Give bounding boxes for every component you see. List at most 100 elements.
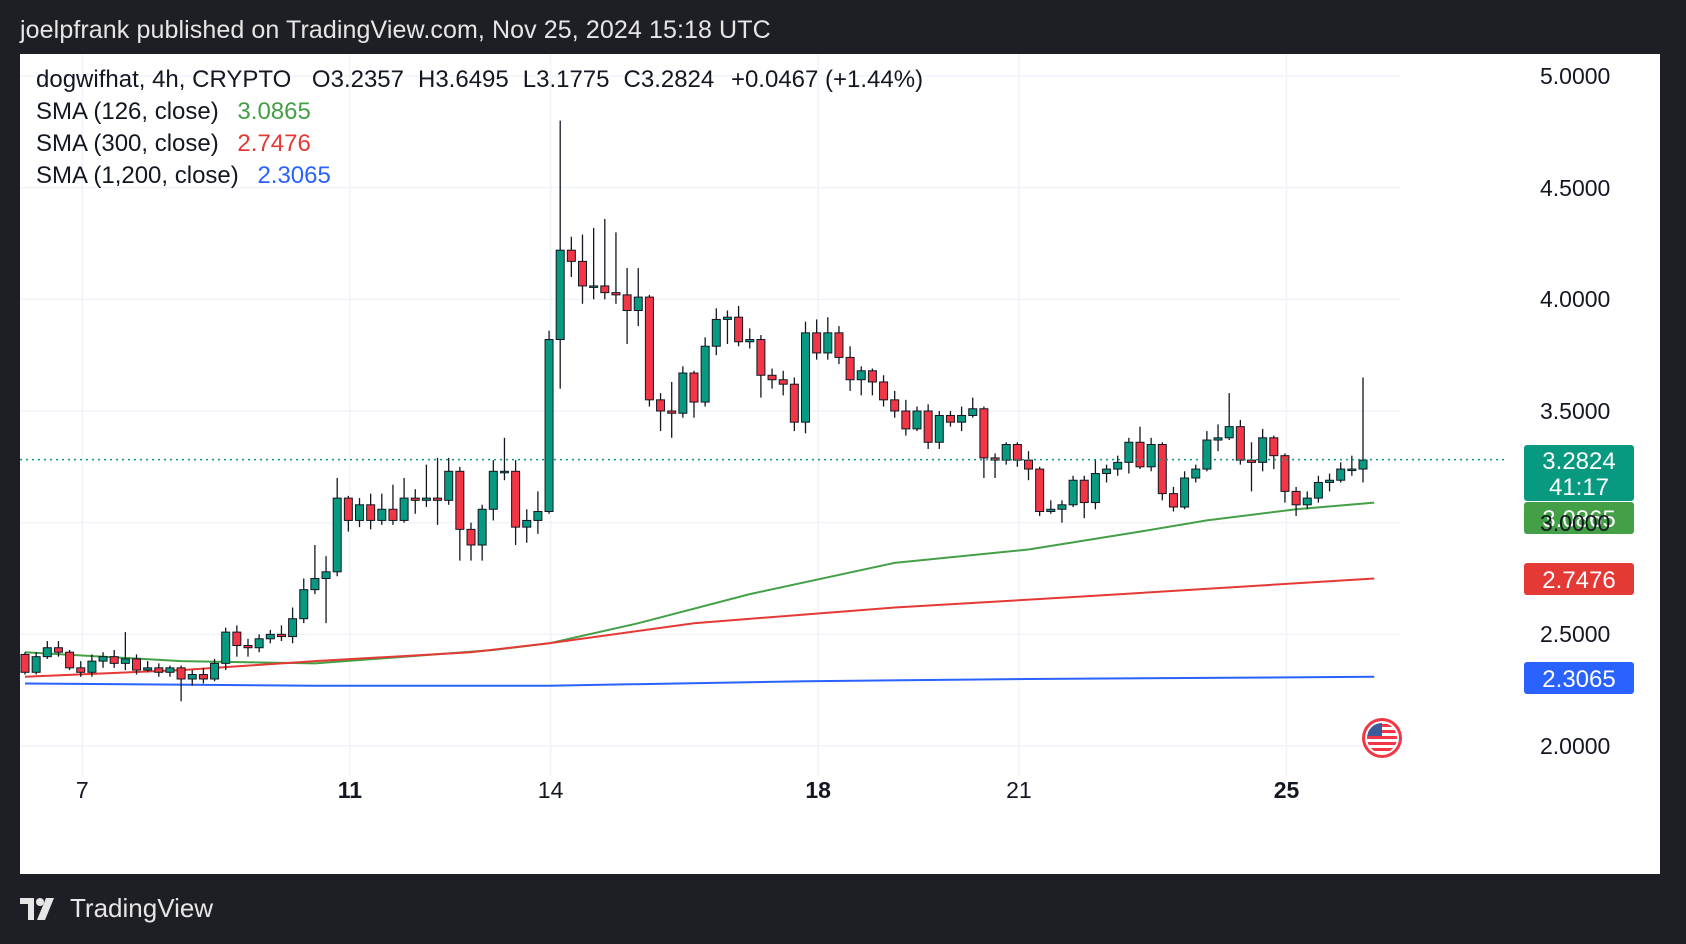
candle-body	[310, 578, 320, 591]
candle	[42, 641, 52, 659]
candle-body	[388, 508, 398, 521]
candle-body	[812, 332, 822, 354]
candle	[1347, 455, 1357, 476]
candle	[533, 491, 543, 534]
candle-body	[466, 528, 476, 546]
footer-brand[interactable]: TradingView	[20, 893, 213, 924]
candle	[1102, 464, 1112, 483]
candle-body	[1046, 508, 1056, 512]
sma126-value: 3.0865	[237, 98, 311, 125]
price-axis-label: 3.5000	[1540, 398, 1611, 424]
candle-body	[689, 372, 699, 403]
chart-panel[interactable]: dogwifhat, 4h, CRYPTO O3.2357 H3.6495 L3.1…	[20, 54, 1660, 874]
price-chart[interactable]	[20, 54, 1660, 874]
candle-body	[120, 658, 130, 664]
sma300-label: SMA (300, close)	[36, 130, 219, 157]
candle	[377, 493, 387, 525]
candle	[734, 306, 744, 347]
candle-body	[187, 674, 197, 680]
candle-body	[1280, 455, 1290, 492]
candle-body	[1068, 479, 1078, 506]
candle-body	[711, 318, 721, 347]
candle-body	[544, 339, 554, 512]
candle-body	[76, 667, 86, 673]
candle-body	[109, 656, 119, 664]
candle-body	[1269, 437, 1279, 457]
sma126-legend: SMA (126, close) 3.0865	[36, 98, 311, 126]
candle	[990, 453, 1000, 478]
candle	[53, 641, 63, 657]
candle-body	[522, 519, 532, 528]
candle-body	[1012, 444, 1022, 461]
candle	[856, 366, 866, 396]
candle-body	[1247, 459, 1256, 463]
candle-body	[834, 332, 844, 358]
candle-body	[1180, 477, 1190, 508]
candle-body	[589, 285, 599, 288]
candle	[176, 665, 186, 702]
candle-body	[511, 470, 521, 528]
candle-body	[1313, 481, 1323, 499]
ohlc-o: O3.2357	[311, 66, 404, 93]
candle	[1024, 451, 1033, 481]
candle	[332, 478, 342, 577]
candle-body	[934, 414, 944, 443]
candle	[421, 464, 431, 508]
candle	[1057, 500, 1067, 523]
candle	[778, 370, 788, 396]
candle	[1247, 442, 1256, 492]
candle	[198, 667, 208, 684]
candle-body	[221, 631, 231, 664]
candle	[823, 317, 833, 360]
candle	[1135, 426, 1145, 470]
candle-body	[176, 667, 186, 680]
candle	[165, 665, 175, 677]
candle-body	[421, 497, 431, 501]
candle-body	[254, 638, 264, 649]
price-axis-label: 4.5000	[1540, 174, 1611, 201]
candle	[1202, 431, 1212, 472]
ohlc-values: O3.2357 H3.6495 L3.1775 C3.2824	[298, 66, 714, 93]
candle-body	[957, 414, 967, 423]
candle	[1213, 424, 1223, 452]
price-axis-label: 5.0000	[1540, 63, 1611, 89]
candle-body	[1024, 459, 1033, 470]
candle-body	[734, 316, 744, 343]
candle-body	[65, 651, 75, 669]
publish-info: joelpfrank published on TradingView.com,…	[20, 16, 771, 44]
candle	[1291, 486, 1301, 516]
candle	[455, 466, 465, 561]
symbol-info: dogwifhat, 4h, CRYPTO	[36, 66, 292, 93]
candle	[276, 625, 286, 642]
candle	[288, 607, 298, 644]
candle-body	[343, 497, 353, 521]
candle-body	[366, 504, 376, 521]
candle	[600, 218, 610, 300]
candle	[622, 268, 632, 344]
candle	[644, 294, 654, 407]
price-axis-label: 3.0000	[1540, 509, 1611, 536]
candle	[98, 652, 108, 668]
candle-body	[1235, 426, 1245, 461]
candle-body	[499, 470, 509, 474]
candle-body	[1057, 504, 1067, 510]
candle	[120, 632, 130, 671]
candle	[399, 478, 409, 523]
price-axis-label: 4.0000	[1540, 286, 1611, 313]
candle	[143, 661, 153, 673]
candle	[1079, 475, 1089, 519]
candle	[566, 236, 576, 277]
candle-body	[332, 497, 342, 573]
sma126-badge: 3.0865	[1524, 502, 1634, 534]
price-axis-label: 2.5000	[1540, 621, 1611, 648]
candle	[1224, 393, 1234, 441]
candle-body	[42, 647, 52, 658]
candle	[1180, 471, 1190, 510]
symbol-legend: dogwifhat, 4h, CRYPTO O3.2357 H3.6495 L3.1…	[36, 66, 923, 94]
candle-body	[1347, 468, 1357, 472]
us-flag-icon[interactable]	[1360, 716, 1404, 760]
candle	[767, 368, 777, 389]
candle	[957, 406, 967, 432]
candle-body	[566, 249, 576, 262]
candle	[433, 457, 443, 525]
